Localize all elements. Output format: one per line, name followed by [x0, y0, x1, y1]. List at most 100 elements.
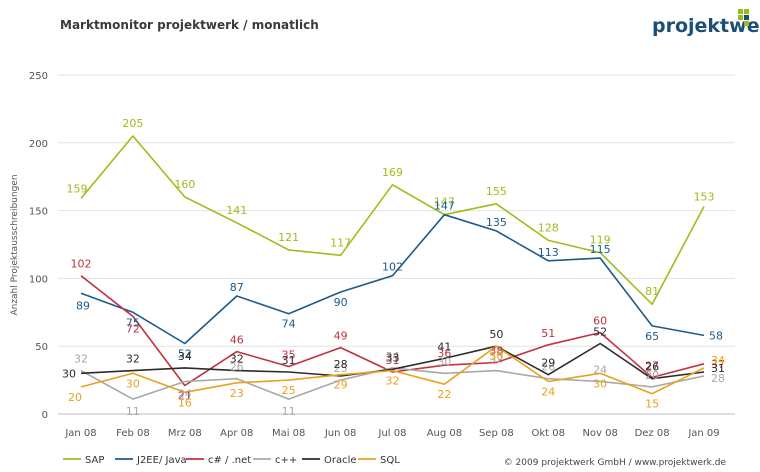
y-tick-label: 50: [35, 342, 48, 353]
data-label: 32: [386, 375, 400, 388]
data-label: 22: [437, 388, 451, 401]
data-label: 26: [230, 361, 244, 374]
data-label: 102: [382, 261, 403, 274]
data-label: 25: [282, 384, 296, 397]
y-axis-label: Anzahl Projektausschreibungen: [10, 174, 20, 315]
x-tick-label: Dez 08: [635, 428, 670, 439]
legend-label: c++: [275, 455, 297, 466]
data-label: 11: [126, 405, 140, 418]
data-label: 34: [386, 350, 400, 363]
x-tick-label: Aug 08: [427, 428, 462, 439]
data-label: 23: [230, 387, 244, 400]
copyright: © 2009 projektwerk GmbH / www.projektwer…: [504, 458, 727, 468]
data-label: 11: [282, 405, 296, 418]
data-label: 34: [711, 354, 725, 367]
y-tick-label: 150: [29, 207, 48, 218]
data-label: 30: [62, 367, 76, 380]
series-line-sql: [80, 345, 705, 395]
x-tick-label: Jun 08: [324, 428, 357, 439]
data-label: 26: [645, 361, 659, 374]
series-line-c-net: [80, 275, 705, 387]
logo: projektwerk: [652, 9, 760, 37]
data-label: 74: [282, 318, 296, 331]
x-tick-label: Okt 08: [532, 428, 566, 439]
x-tick-label: Apr 08: [220, 428, 253, 439]
series-line-j2ee-java: [80, 213, 705, 345]
data-label: 113: [538, 246, 559, 259]
legend-label: Oracle: [324, 455, 357, 466]
data-label: 155: [486, 185, 507, 198]
y-axis: 0 50 100 150 200 250: [29, 71, 48, 421]
x-axis: Jan 08 Feb 08 Mrz 08 Apr 08 Mai 08 Jun 08 Jul …: [64, 428, 719, 439]
data-label: 20: [68, 391, 82, 404]
data-label: 135: [486, 216, 507, 229]
data-label: 28: [334, 358, 348, 371]
data-label: 52: [178, 347, 192, 360]
data-label: 50: [489, 350, 503, 363]
data-label: 41: [437, 340, 451, 353]
data-label: 21: [178, 390, 192, 403]
data-label: 34: [178, 350, 192, 363]
legend-label: J2EE/ Java: [136, 455, 187, 466]
x-tick-label: Nov 08: [582, 428, 617, 439]
data-label: 24: [178, 387, 192, 400]
legend-label: SQL: [380, 455, 400, 466]
y-tick-label: 250: [29, 71, 48, 82]
data-label: 115: [590, 243, 611, 256]
legend: SAP J2EE/ Java c# / .net c++ Oracle SQL: [63, 455, 400, 466]
y-tick-label: 200: [29, 139, 48, 150]
data-label: 25: [334, 362, 348, 375]
data-label: 28: [711, 372, 725, 385]
x-tick-label: Jan 08: [64, 428, 96, 439]
data-label: 81: [645, 285, 659, 298]
data-label: 46: [230, 334, 244, 347]
data-label: 159: [67, 182, 88, 195]
data-label: 33: [386, 351, 400, 364]
chart-title: Marktmonitor projektwerk / monatlich: [60, 18, 319, 32]
legend-label: c# / .net: [208, 455, 251, 466]
data-label: 72: [126, 322, 140, 335]
y-tick-label: 0: [42, 410, 48, 421]
data-label: 24: [541, 385, 555, 398]
logo-squares-icon: [738, 9, 749, 26]
series-lines: [80, 135, 705, 400]
data-label: 30: [593, 377, 607, 390]
data-label: 51: [541, 327, 555, 340]
data-label: 147: [434, 196, 455, 209]
data-label: 65: [645, 330, 659, 343]
data-label: 37: [711, 358, 725, 371]
data-label: 29: [541, 357, 555, 370]
series-line-c: [80, 367, 705, 400]
data-label: 31: [282, 354, 296, 367]
data-label: 89: [76, 299, 90, 312]
data-label: 153: [694, 191, 715, 204]
data-label: 30: [437, 355, 451, 368]
data-label: 50: [489, 328, 503, 341]
data-label: 121: [278, 231, 299, 244]
data-label: 15: [645, 398, 659, 411]
data-label: 36: [437, 347, 451, 360]
data-label: 117: [330, 236, 351, 249]
data-label: 119: [590, 234, 611, 247]
data-label: 60: [593, 315, 607, 328]
data-label: 29: [334, 379, 348, 392]
data-label: 58: [709, 329, 723, 342]
logo-text: projektwerk: [652, 15, 760, 37]
legend-label: SAP: [85, 455, 104, 466]
data-label: 87: [230, 281, 244, 294]
data-label: 75: [126, 316, 140, 329]
data-label: 169: [382, 166, 403, 179]
data-label: 52: [593, 325, 607, 338]
series-line-sap: [80, 135, 705, 306]
data-label: 31: [386, 354, 400, 367]
data-label: 20: [645, 369, 659, 382]
grid: [58, 74, 735, 415]
data-label: 26: [541, 361, 555, 374]
data-label: 160: [174, 178, 195, 191]
x-tick-label: Mrz 08: [168, 428, 202, 439]
x-tick-label: Sep 08: [479, 428, 514, 439]
x-tick-label: Jul 08: [378, 428, 407, 439]
data-label: 141: [226, 204, 247, 217]
